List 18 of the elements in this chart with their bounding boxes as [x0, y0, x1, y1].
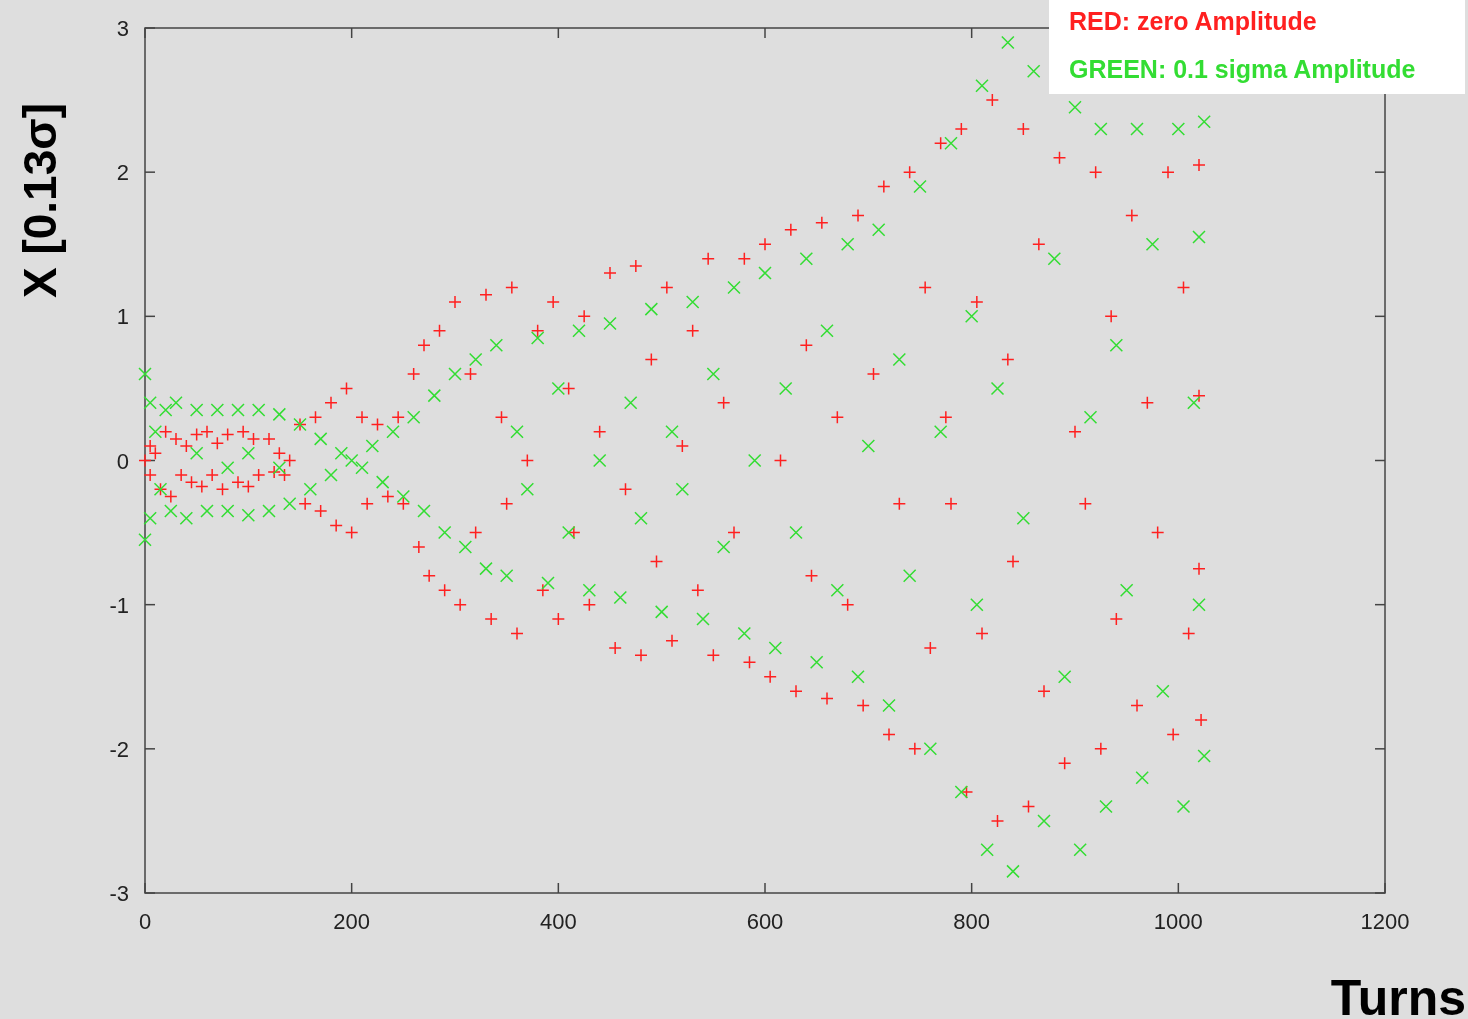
x-tick-label: 600 [746, 909, 784, 934]
y-tick-label: 2 [116, 160, 129, 186]
x-axis-title: Turns [1330, 970, 1466, 1019]
series-label: GREEN: 0.1 sigma Amplitude [1069, 55, 1416, 83]
text: RED: zero Amplitude [1069, 7, 1317, 35]
y-tick-label: 0 [116, 448, 129, 474]
x-tick-label: 400 [539, 909, 577, 934]
y-tick-label: -3 [109, 881, 129, 906]
y-tick-label: 1 [116, 304, 129, 330]
x-tick-label: 200 [333, 909, 371, 934]
x-tick-label: 800 [953, 909, 991, 934]
y-tick-label: 3 [116, 16, 129, 41]
y-tick-label: -2 [109, 736, 129, 762]
x-tick-label: 0 [138, 909, 152, 934]
x-tick-label: 1200 [1360, 909, 1410, 934]
y-axis-title: X [0.13σ] [14, 102, 66, 299]
y-tick-label: -1 [109, 592, 129, 618]
x-tick-label: 1000 [1153, 909, 1203, 934]
